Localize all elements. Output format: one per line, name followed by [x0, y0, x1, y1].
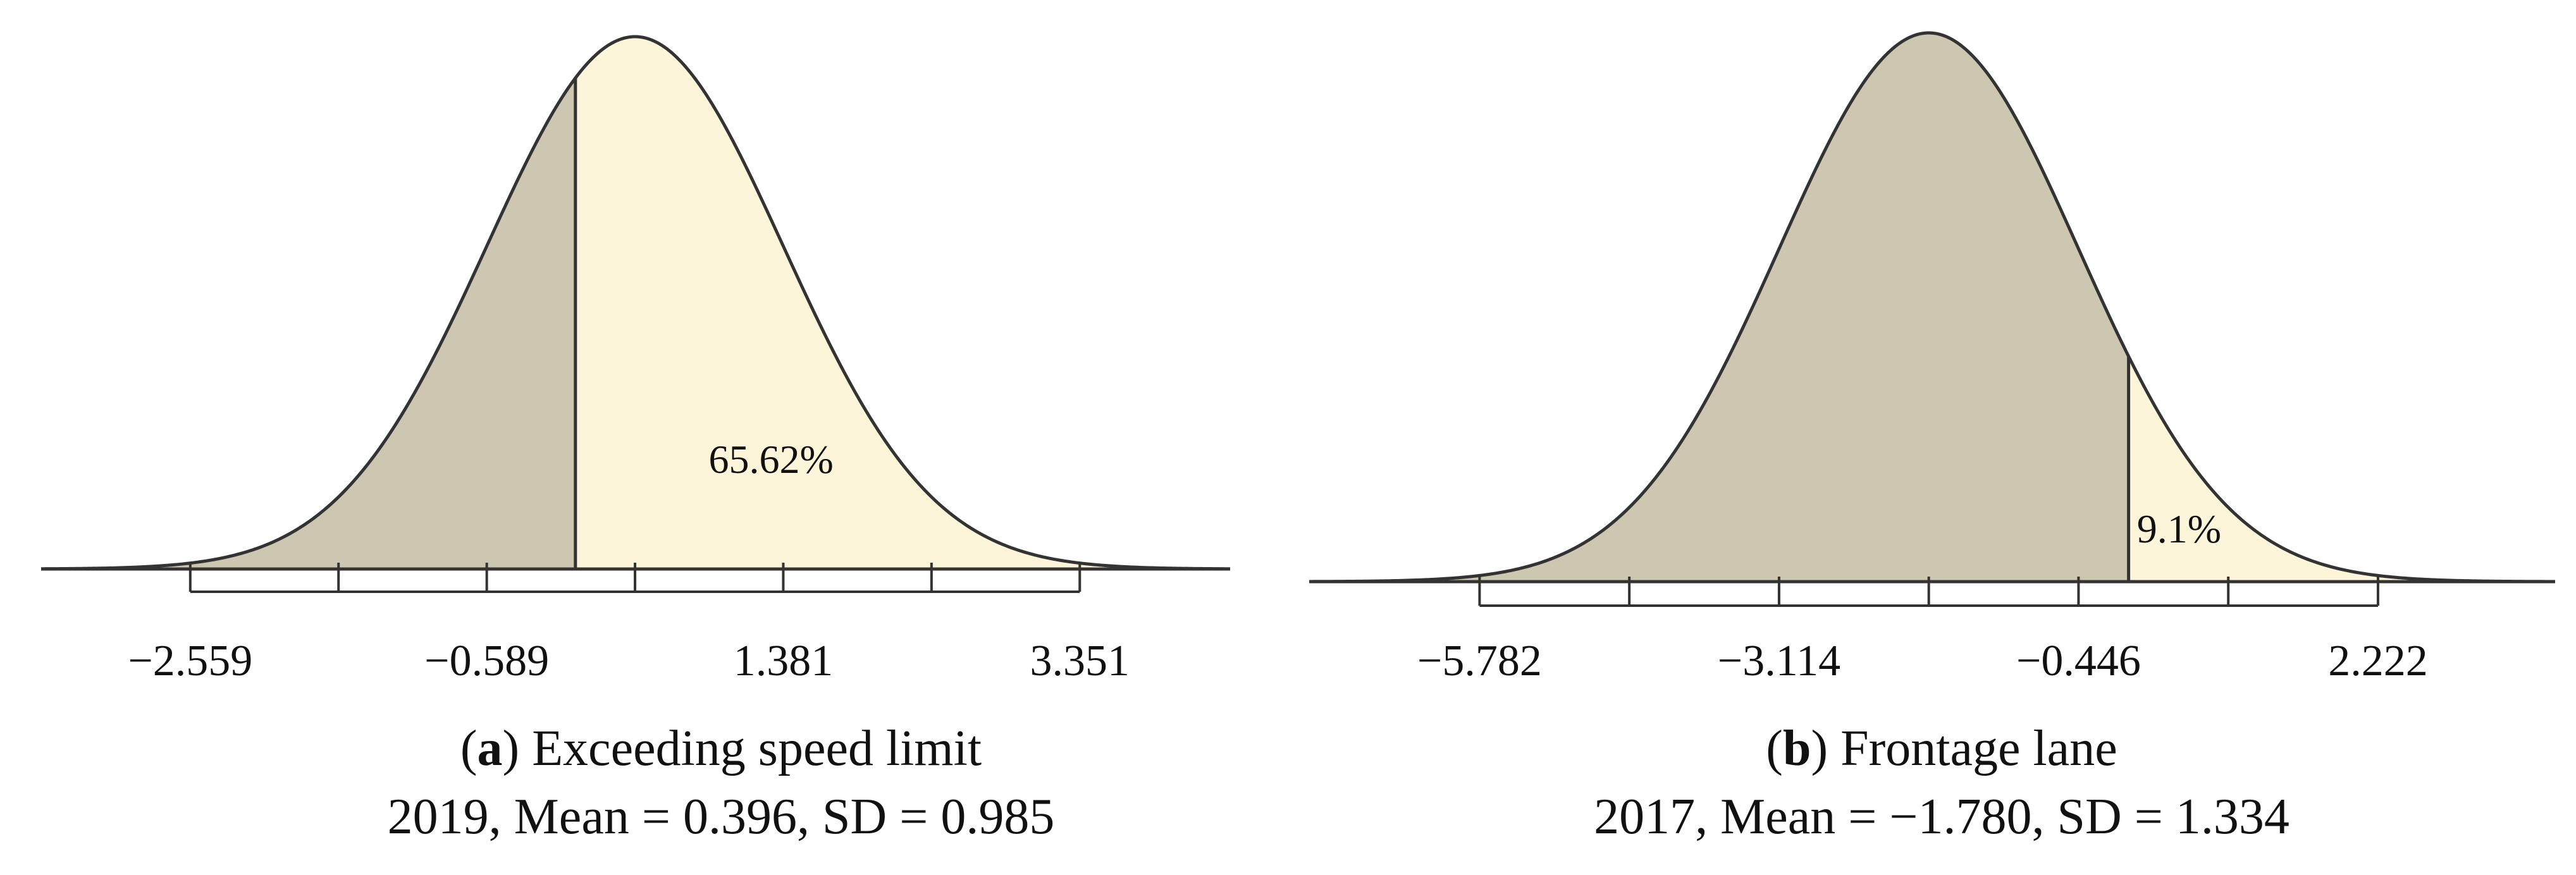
panel-b-title-line: (b) Frontage lane [1766, 721, 2117, 776]
panel-b-tick-label-1: −3.114 [1718, 637, 1840, 685]
panel-b-percent-label: 9.1% [2137, 506, 2221, 551]
panel-a-left-area [41, 78, 576, 570]
panel-a-caption: (a) Exceeding speed limit 2019, Mean = 0… [89, 714, 1353, 851]
panel-b-caption: (b) Frontage lane 2017, Mean = −1.780, S… [1309, 714, 2574, 851]
panel-a-chart: 65.62% −2.559 −0.589 1.381 3.351 [40, 35, 1231, 685]
panel-b-density-curve [1309, 31, 2556, 584]
panel-a-percent-label: 65.62% [709, 437, 834, 482]
panel-a-stats: 2019, Mean = 0.396, SD = 0.985 [387, 789, 1055, 845]
panel-b-stats: 2017, Mean = −1.780, SD = 1.334 [1594, 789, 2289, 845]
panel-b-title: Frontage lane [1840, 721, 2117, 776]
panel-a-tick-label-3: 3.351 [1030, 637, 1130, 685]
panel-a-letter: a [477, 721, 503, 776]
panel-a-title: Exceeding speed limit [532, 721, 982, 776]
panel-b-left-area [1309, 33, 2129, 582]
panel-b-letter: b [1782, 721, 1811, 776]
panel-a-right-area [575, 37, 1231, 569]
panel-a-tick-label-0: −2.559 [128, 637, 252, 685]
panel-b-right-area [2128, 356, 2555, 582]
panel-a-tick-label-1: −0.589 [424, 637, 549, 685]
panel-b-tick-label-2: −0.446 [2016, 637, 2141, 685]
panel-a-tick-label-2: 1.381 [734, 637, 834, 685]
panel-b-tick-label-0: −5.782 [1417, 637, 1542, 685]
panel-b-chart: 9.1% −5.782 −3.114 −0.446 2.222 [1309, 31, 2556, 685]
panel-b-tick-label-3: 2.222 [2328, 637, 2428, 685]
panel-a-title-line: (a) Exceeding speed limit [460, 721, 982, 776]
panel-a-density-curve [40, 35, 1231, 571]
